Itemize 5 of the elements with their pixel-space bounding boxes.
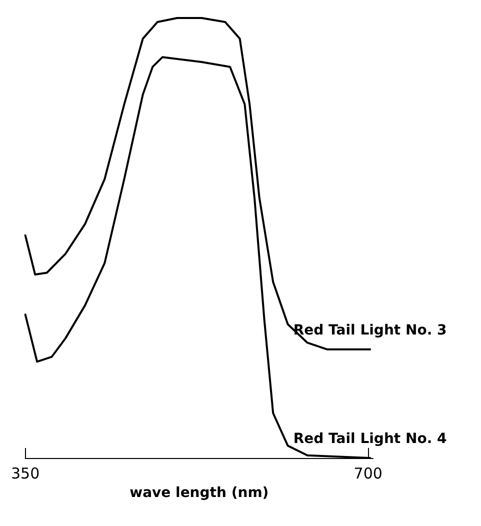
x-tick-label: 350 bbox=[10, 464, 40, 482]
x-tick-label: 700 bbox=[354, 464, 382, 482]
series-label: Red Tail Light No. 4 bbox=[293, 431, 448, 447]
x-axis-title: wave length (nm) bbox=[130, 484, 269, 501]
series-label: Red Tail Light No. 3 bbox=[293, 322, 447, 338]
